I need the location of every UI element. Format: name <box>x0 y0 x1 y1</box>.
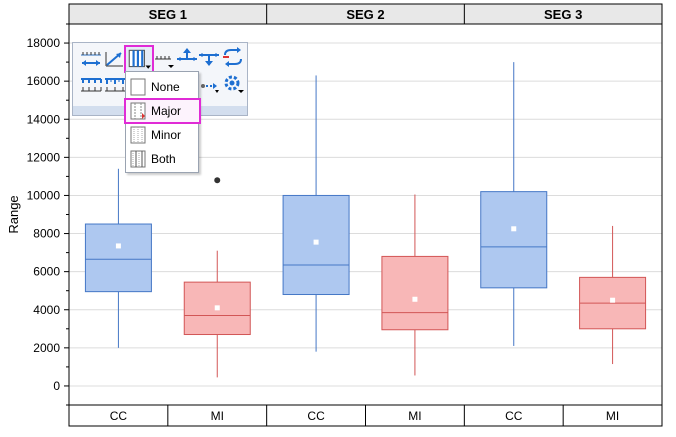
box-seg3-mi <box>579 225 647 365</box>
box-seg3-cc <box>480 62 548 346</box>
menu-item-minor[interactable]: Minor <box>128 124 196 146</box>
y-tick-label: 8000 <box>33 227 60 241</box>
outlier-point <box>214 177 221 184</box>
axis-settings-icon[interactable] <box>221 74 245 94</box>
box-seg2-cc <box>282 75 350 352</box>
box-body <box>84 223 152 293</box>
box-body <box>381 255 449 331</box>
category-label: CC <box>505 409 523 423</box>
mean-marker <box>115 243 121 249</box>
menu-item-major[interactable]: Major <box>124 98 201 124</box>
axis-scale-icon[interactable] <box>79 49 103 69</box>
mean-marker <box>511 226 517 232</box>
y-tick-label: 10000 <box>27 188 61 202</box>
mean-marker <box>214 305 220 311</box>
y-tick-label: 12000 <box>27 150 61 164</box>
box-seg1-mi <box>183 177 251 378</box>
y-tick-label: 6000 <box>33 265 60 279</box>
axis-swap-icon[interactable] <box>221 47 245 67</box>
tick-up-icon[interactable] <box>175 47 199 67</box>
category-label: CC <box>307 409 325 423</box>
category-label: CC <box>110 409 128 423</box>
mean-marker <box>412 296 418 302</box>
y-tick-label: 0 <box>53 379 60 393</box>
category-label: MI <box>408 409 421 423</box>
menu-item-both[interactable]: Both <box>128 148 196 170</box>
y-tick-label: 18000 <box>27 36 61 50</box>
minor-ticks-icon[interactable] <box>103 74 127 94</box>
y-tick-label: 4000 <box>33 303 60 317</box>
box-body <box>480 191 548 289</box>
major-ticks-icon[interactable] <box>79 74 103 94</box>
grid-none-icon <box>130 78 146 96</box>
panel-title: SEG 3 <box>544 7 582 22</box>
box-seg2-mi <box>381 194 449 376</box>
grid-dropdown-menu: None Major Minor Both <box>124 71 201 173</box>
menu-item-none[interactable]: None <box>128 76 196 98</box>
box-seg1-cc <box>84 168 152 348</box>
tick-down-icon[interactable] <box>197 47 221 67</box>
menu-item-label: Both <box>151 152 176 166</box>
box-body <box>282 194 350 296</box>
axis-slope-icon[interactable] <box>103 49 127 69</box>
panel-title: SEG 1 <box>149 7 187 22</box>
axis-break-icon[interactable] <box>197 74 221 94</box>
mean-marker <box>610 297 616 303</box>
y-axis-label: Range <box>6 195 21 233</box>
category-label: MI <box>606 409 619 423</box>
y-tick-label: 14000 <box>27 112 61 126</box>
grid-minor-icon <box>130 126 146 144</box>
menu-item-label: Minor <box>151 128 182 142</box>
panel-title: SEG 2 <box>346 7 384 22</box>
category-label: MI <box>211 409 224 423</box>
grid-both-icon <box>130 150 146 168</box>
mean-marker <box>313 239 319 245</box>
axis-line-icon[interactable] <box>153 49 177 69</box>
y-tick-label: 2000 <box>33 341 60 355</box>
y-tick-label: 16000 <box>27 74 61 88</box>
grid-major-icon <box>130 102 146 120</box>
menu-item-label: None <box>151 80 180 94</box>
menu-item-label: Major <box>151 104 182 118</box>
grid-lines-icon[interactable] <box>124 45 154 73</box>
